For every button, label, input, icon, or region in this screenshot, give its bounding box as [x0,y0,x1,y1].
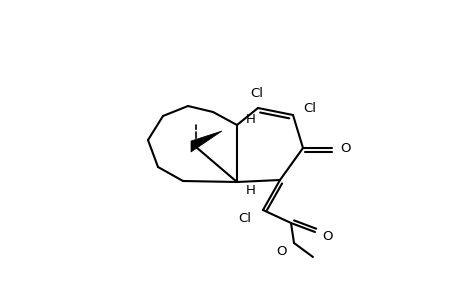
Text: Cl: Cl [303,101,316,115]
Text: Cl: Cl [238,212,251,224]
Text: O: O [276,245,286,259]
Polygon shape [190,131,222,152]
Text: H: H [246,184,255,196]
Text: O: O [340,142,351,154]
Text: Cl: Cl [250,86,263,100]
Text: H: H [246,112,255,125]
Text: O: O [322,230,332,244]
